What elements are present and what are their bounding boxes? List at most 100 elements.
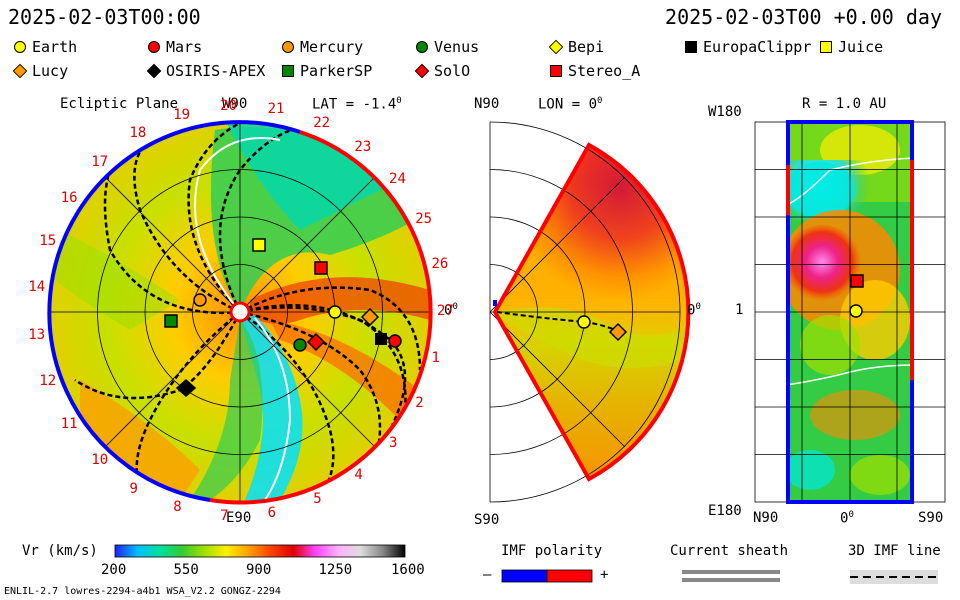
parkersp-marker [164, 314, 178, 328]
square-marker-icon [820, 41, 832, 53]
ecliptic-title: Ecliptic Plane [60, 96, 179, 112]
radial-y-bottom: E180 [708, 503, 742, 519]
imf-minus-label: – [483, 567, 492, 583]
sector-label: 22 [313, 114, 331, 131]
colorbar-tick: 1600 [391, 562, 425, 578]
legend-item-bepi: Bepi [548, 38, 605, 56]
square-marker-icon [282, 65, 294, 77]
sector-label: 10 [91, 452, 109, 469]
circle-marker-icon [416, 41, 428, 53]
sector-label: 1 [431, 350, 440, 367]
sector-label: 2 [415, 395, 424, 411]
sector-label: 7 [220, 507, 229, 524]
sector-label: 4 [354, 467, 363, 484]
meridional-panel [489, 121, 691, 503]
legend-label: Venus [434, 38, 480, 56]
ecliptic-right-label: 00 [444, 302, 458, 319]
legend-label: Lucy [32, 62, 69, 80]
sector-label: 21 [267, 101, 285, 118]
legend-item-earth: Earth [14, 38, 77, 56]
sector-label: 15 [39, 232, 57, 249]
legend-item-mars: Mars [148, 38, 202, 56]
legend-label: OSIRIS-APEX [166, 62, 266, 80]
stereo-a-marker-map [850, 274, 864, 288]
colorbar-tick: 900 [246, 562, 272, 578]
legend-item-osiris-apex: OSIRIS-APEX [146, 62, 266, 80]
legend-label: Mercury [300, 38, 364, 56]
sector-label: 9 [129, 480, 138, 497]
vr-colorbar [114, 544, 406, 558]
meridional-bottom-label: S90 [474, 512, 500, 528]
legend-label: Mars [166, 38, 203, 56]
sector-label: 18 [129, 125, 147, 142]
sector-label: 17 [91, 153, 109, 170]
ecliptic-lat-label: LAT = -1.40 [312, 96, 402, 113]
sector-label: 24 [389, 171, 406, 188]
imf-line-swatch [850, 570, 938, 584]
sector-label: 19 [173, 106, 191, 123]
ecliptic-top-label: W90 [222, 96, 248, 112]
datetime-right: 2025-02-03T00 +0.00 day [665, 5, 942, 29]
model-footer: ENLIL-2.7 lowres-2294-a4b1 WSA_V2.2 GONG… [4, 586, 281, 597]
legend-item-lucy: Lucy [12, 62, 69, 80]
earth-marker-map [849, 304, 863, 318]
sector-label: 14 [28, 279, 46, 296]
imf-polarity-title: IMF polarity [501, 543, 603, 559]
sector-label: 20 [220, 98, 237, 115]
radial-x-mid: 00 [840, 510, 854, 527]
colorbar-tick: 200 [101, 562, 127, 578]
imf-line-title: 3D IMF line [848, 543, 941, 559]
sector-label: 6 [267, 504, 277, 521]
sector-label: 26 [431, 255, 449, 272]
legend-label: Bepi [568, 38, 605, 56]
legend-item-mercury: Mercury [282, 38, 363, 56]
square-marker-icon [550, 65, 562, 77]
mars-marker [388, 334, 402, 348]
legend-item-juice: Juice [820, 38, 883, 56]
radial-map-panel [754, 120, 946, 504]
legend-label: ParkerSP [300, 62, 373, 80]
sector-label: 13 [28, 326, 46, 343]
europaclippr-marker [375, 333, 387, 345]
sector-label: 16 [60, 190, 78, 207]
square-marker-icon [685, 41, 697, 53]
legend-item-europaclippr: EuropaClippr [685, 38, 811, 56]
radial-r-label: R = 1.0 AU [802, 96, 887, 112]
sector-label: 12 [39, 373, 57, 390]
colorbar-title: Vr (km/s) [22, 543, 98, 559]
meridional-lon-label: LON = 00 [538, 96, 603, 113]
radial-x-left: N90 [753, 510, 779, 526]
imf-negative-swatch [501, 569, 548, 583]
earth-marker-meridional [577, 315, 591, 329]
legend-item-venus: Venus [416, 38, 479, 56]
circle-marker-icon [148, 41, 160, 53]
circle-marker-icon [282, 41, 294, 53]
sector-label: 23 [354, 138, 372, 155]
radial-y-mid: 1 [735, 302, 744, 318]
lucy-marker-meridional [608, 322, 628, 342]
sector-label: 8 [173, 499, 182, 516]
meridional-top-label: N90 [474, 96, 500, 112]
current-sheath-swatch [682, 570, 780, 582]
juice-marker [252, 238, 266, 252]
current-sheath-title: Current sheath [670, 543, 789, 559]
legend-label: Stereo_A [568, 62, 641, 80]
legend-label: Juice [838, 38, 884, 56]
legend-label: EuropaClippr [703, 38, 812, 56]
sector-label: 5 [313, 491, 322, 508]
osiris-apex-marker [175, 378, 197, 398]
sun-marker [229, 301, 251, 323]
stereo-a-marker [314, 261, 328, 275]
earth-marker [328, 305, 342, 319]
ecliptic-panel [47, 120, 433, 505]
imf-plus-label: + [600, 567, 609, 583]
radial-y-top: W180 [708, 104, 742, 120]
colorbar-tick: 550 [173, 562, 199, 578]
sector-label: 27 [437, 303, 454, 319]
imf-positive-swatch [546, 569, 593, 583]
legend-item-parkersp: ParkerSP [282, 62, 372, 80]
venus-marker [293, 338, 307, 352]
sector-label: 25 [415, 210, 433, 227]
solo-marker [306, 332, 326, 352]
